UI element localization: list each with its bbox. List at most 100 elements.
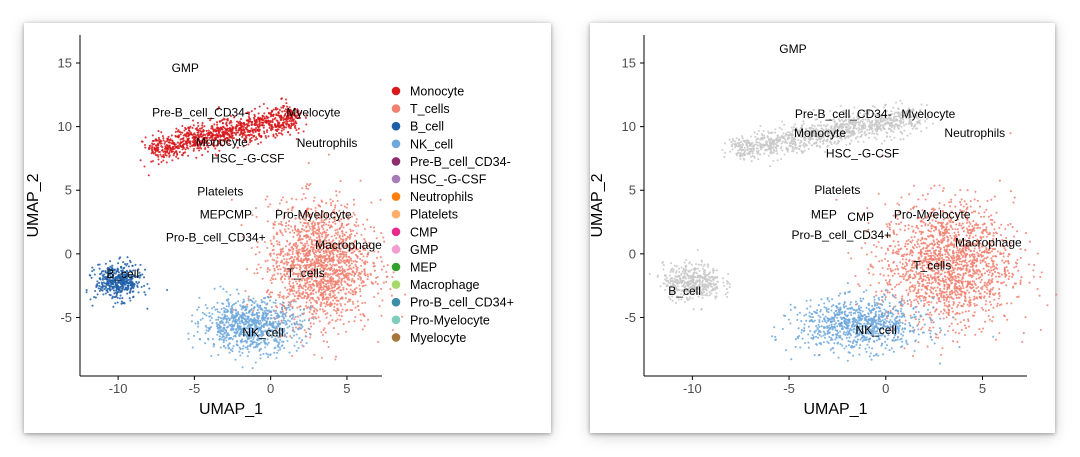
left-point: [273, 220, 276, 223]
left-point: [110, 271, 113, 274]
left-point: [112, 273, 115, 277]
left-point: [330, 250, 333, 253]
right-point: [773, 139, 776, 142]
left-point: [287, 261, 290, 264]
left-point: [333, 302, 336, 305]
left-point: [216, 123, 219, 126]
left-point: [329, 294, 332, 297]
left-point: [298, 292, 301, 295]
left-point: [244, 138, 247, 141]
left-point: [325, 249, 328, 252]
left-point: [301, 312, 304, 315]
left-point: [289, 335, 292, 338]
left-point: [290, 288, 293, 291]
left-point: [264, 134, 267, 138]
left-point: [290, 225, 293, 228]
left-point: [197, 306, 200, 309]
left-point: [307, 286, 310, 289]
left-point: [364, 240, 367, 243]
left-point: [307, 162, 310, 165]
left-point: [281, 306, 284, 309]
left-point: [117, 280, 120, 283]
left-point: [263, 319, 266, 322]
left-point: [297, 264, 301, 267]
left-point: [143, 268, 147, 271]
left-point: [310, 208, 313, 211]
left-point: [104, 262, 107, 265]
left-point: [280, 97, 284, 100]
left-point: [104, 286, 107, 289]
left-point: [245, 112, 248, 115]
left-point: [197, 325, 200, 328]
left-point: [197, 139, 200, 142]
left-point: [353, 274, 356, 278]
left-point: [150, 152, 153, 155]
left-point: [168, 155, 171, 158]
left-point: [204, 147, 207, 150]
left-point: [253, 107, 257, 110]
left-point: [300, 324, 303, 327]
left-cluster-label: T_cells: [287, 266, 325, 280]
left-point: [319, 308, 322, 311]
left-point: [225, 329, 228, 332]
left-point: [150, 160, 153, 163]
left-point: [224, 346, 227, 349]
left-point: [160, 155, 163, 158]
left-point: [294, 326, 298, 329]
left-point: [219, 129, 222, 132]
left-point: [311, 267, 314, 270]
left-point: [211, 322, 214, 325]
left-point: [311, 248, 314, 251]
left-point: [143, 284, 146, 287]
left-point: [268, 126, 271, 129]
left-point: [333, 234, 336, 237]
left-point: [304, 219, 307, 222]
left-point: [268, 293, 271, 296]
left-point: [272, 108, 275, 111]
left-point: [209, 319, 212, 322]
left-point: [287, 304, 290, 307]
left-point: [285, 98, 288, 101]
left-point: [309, 213, 312, 216]
left-legend-label: MEP: [410, 261, 437, 275]
left-point: [331, 286, 334, 289]
left-point: [345, 275, 348, 279]
left-point: [315, 280, 318, 283]
left-point: [340, 241, 343, 244]
left-point: [341, 253, 344, 256]
left-point: [172, 142, 175, 146]
left-point: [234, 133, 238, 136]
left-point: [274, 301, 277, 305]
left-point: [174, 143, 177, 146]
left-point: [221, 313, 224, 316]
left-point: [136, 285, 139, 289]
left-point: [279, 348, 282, 351]
right-point: [780, 128, 783, 131]
left-point: [196, 121, 199, 124]
left-point: [310, 272, 313, 275]
left-point: [209, 119, 212, 122]
left-point: [116, 275, 119, 278]
left-point: [271, 119, 274, 122]
left-point: [291, 248, 295, 251]
left-point: [307, 319, 311, 322]
left-point: [154, 151, 157, 154]
left-point: [301, 320, 304, 323]
left-point: [267, 296, 270, 299]
left-point: [382, 265, 385, 268]
left-point: [279, 261, 283, 264]
left-point: [321, 298, 324, 301]
left-point: [147, 174, 150, 177]
left-point: [212, 145, 216, 148]
left-point: [303, 272, 306, 275]
left-point: [253, 317, 256, 320]
left-point: [311, 250, 314, 253]
left-point: [245, 341, 248, 344]
left-point: [214, 308, 217, 311]
left-point: [264, 121, 267, 124]
left-point: [321, 286, 324, 289]
left-point: [285, 102, 288, 105]
left-point: [348, 278, 351, 281]
left-point: [320, 356, 323, 359]
left-point: [299, 270, 302, 273]
